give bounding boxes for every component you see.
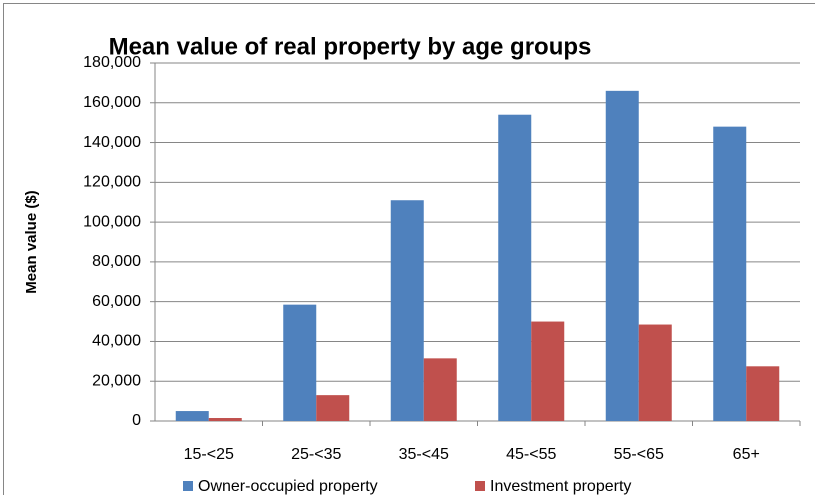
- y-tick-label: 80,000: [92, 253, 141, 270]
- x-tick-label: 15-<25: [184, 446, 234, 463]
- y-tick-label: 0: [132, 412, 141, 429]
- x-tick-label: 25-<35: [291, 446, 341, 463]
- y-tick-label: 140,000: [83, 134, 141, 151]
- legend-label: Owner-occupied property: [198, 478, 378, 495]
- bar: [605, 90, 639, 421]
- legend-swatch: [475, 481, 485, 491]
- x-tick-label: 35-<45: [399, 446, 449, 463]
- bar: [175, 411, 209, 421]
- y-tick-label: 180,000: [83, 54, 141, 71]
- bar: [638, 324, 672, 421]
- y-tick-label: 100,000: [83, 213, 141, 230]
- bar: [390, 200, 424, 421]
- bar: [283, 304, 317, 421]
- y-tick-label: 40,000: [92, 333, 141, 350]
- bar: [423, 358, 457, 421]
- legend-swatch: [183, 481, 193, 491]
- bar: [498, 114, 532, 421]
- y-axis-label: Mean value ($): [23, 190, 40, 293]
- bar: [531, 321, 565, 421]
- bar: [208, 418, 242, 421]
- bar: [746, 366, 780, 421]
- bar: [713, 126, 747, 422]
- chart-title: Mean value of real property by age group…: [109, 33, 592, 60]
- x-tick-label: 45-<55: [506, 446, 556, 463]
- x-tick-label: 55-<65: [614, 446, 664, 463]
- bar: [316, 395, 350, 421]
- y-tick-label: 160,000: [83, 94, 141, 111]
- y-tick-label: 20,000: [92, 372, 141, 389]
- legend-label: Investment property: [490, 478, 631, 495]
- y-tick-label: 60,000: [92, 293, 141, 310]
- y-tick-label: 120,000: [83, 174, 141, 191]
- x-tick-label: 65+: [733, 446, 760, 463]
